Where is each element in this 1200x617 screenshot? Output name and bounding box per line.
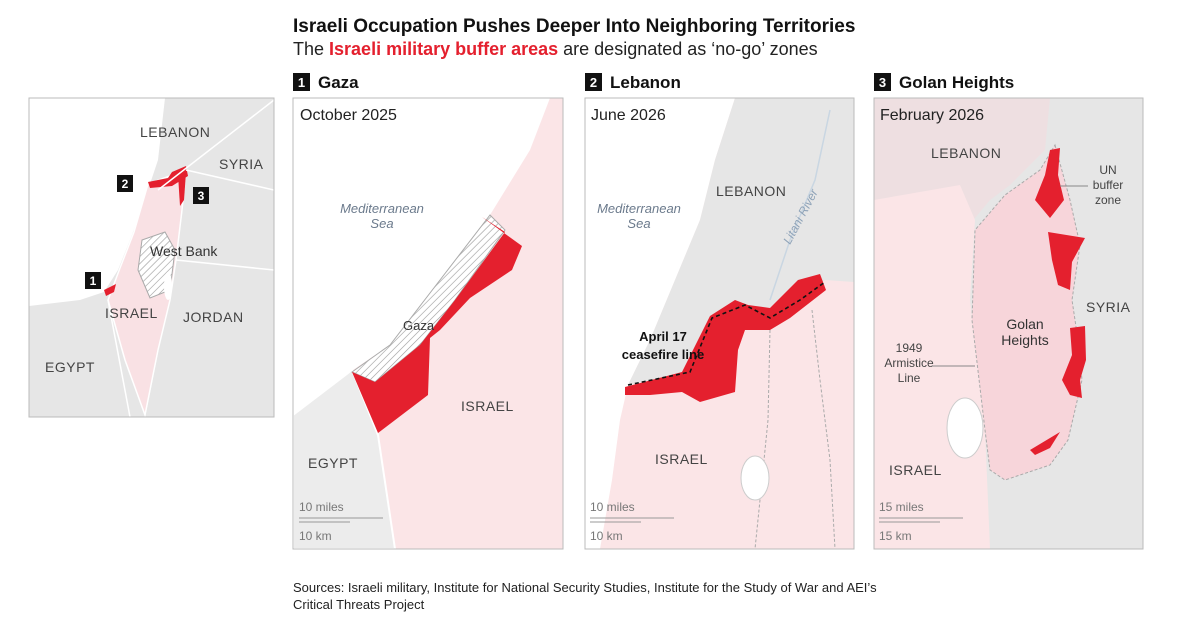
badge-number: 3 — [879, 75, 886, 90]
frame — [28, 97, 275, 418]
label: SYRIA — [1086, 299, 1131, 315]
badge — [193, 187, 209, 204]
buffer-zone — [1035, 148, 1064, 218]
sources: Critical Threats Project — [293, 597, 425, 612]
label: ISRAEL — [655, 451, 708, 467]
date: February 2026 — [880, 107, 984, 124]
date: October 2025 — [300, 107, 397, 124]
badge-number: 1 — [298, 75, 305, 90]
label: UN — [1099, 163, 1116, 177]
label: Mediterranean — [340, 201, 424, 216]
sea-of-galilee — [946, 397, 984, 459]
dead-sea — [164, 272, 172, 300]
sea — [585, 98, 735, 549]
label: ISRAEL — [461, 398, 514, 414]
label: Sea — [370, 216, 393, 231]
sea-of-galilee — [740, 455, 770, 501]
label: West Bank — [150, 243, 218, 259]
panel-title: Lebanon — [610, 73, 681, 92]
label: ceasefire line — [622, 347, 704, 362]
gaza-map — [293, 98, 563, 549]
frame — [584, 97, 855, 550]
title: Israeli Occupation Pushes Deeper Into Ne… — [293, 16, 855, 37]
label: LEBANON — [140, 124, 210, 140]
river — [769, 109, 831, 301]
golan-heights — [971, 143, 1083, 481]
overview-map — [29, 98, 274, 417]
badge — [117, 175, 133, 192]
scale-label: 15 km — [879, 529, 912, 543]
lebanon-map — [585, 98, 854, 549]
sea — [293, 98, 550, 415]
label: SYRIA — [219, 156, 264, 172]
badge-number: 2 — [590, 75, 597, 90]
egypt — [293, 368, 397, 549]
label: EGYPT — [308, 455, 358, 471]
label: Armistice — [884, 356, 934, 370]
label: Golan — [1006, 316, 1043, 332]
buffer-zone — [1048, 232, 1085, 290]
label: Sea — [627, 216, 650, 231]
badge — [293, 73, 310, 91]
label: Mediterranean — [597, 201, 681, 216]
badge — [874, 73, 891, 91]
label: zone — [1095, 193, 1121, 207]
label: LEBANON — [931, 145, 1001, 161]
ceasefire-line — [627, 281, 826, 386]
buffer-zone — [1062, 326, 1086, 398]
scale-label: 10 miles — [299, 500, 344, 514]
label: LEBANON — [716, 183, 786, 199]
golan-map — [874, 98, 1143, 549]
badge — [85, 272, 101, 289]
buffer-zone — [1030, 432, 1060, 455]
label: ISRAEL — [889, 462, 942, 478]
panel-title: Golan Heights — [899, 73, 1014, 92]
badge-number: 3 — [198, 189, 205, 203]
label: 1949 — [896, 341, 923, 355]
scale-label: 10 miles — [590, 500, 635, 514]
subtitle-text: are designated as ‘no-go’ zones — [558, 39, 818, 59]
label: EGYPT — [45, 359, 95, 375]
buffer-zone — [352, 217, 522, 433]
date: June 2026 — [591, 107, 666, 124]
buffer-zone — [625, 274, 826, 402]
badge — [585, 73, 602, 91]
frame — [873, 97, 1144, 550]
sources: Sources: Israeli military, Institute for… — [293, 580, 877, 595]
scale-label: 10 km — [590, 529, 623, 543]
label: ISRAEL — [105, 305, 158, 321]
panel-title: Gaza — [318, 73, 359, 92]
subtitle-text: The — [293, 39, 329, 59]
border — [754, 309, 836, 549]
badge-number: 2 — [122, 177, 129, 191]
label: JORDAN — [183, 309, 244, 325]
frame — [292, 97, 564, 550]
border — [107, 99, 274, 417]
buffer-zone — [178, 173, 186, 206]
sea — [29, 98, 165, 306]
lebanon — [628, 98, 854, 385]
scale-label: 10 km — [299, 529, 332, 543]
label: April 17 — [639, 329, 687, 344]
label: Heights — [1001, 332, 1048, 348]
israel — [107, 168, 187, 417]
label: Gaza — [403, 318, 435, 333]
scale-label: 15 miles — [879, 500, 924, 514]
buffer-zone — [148, 166, 188, 188]
label: Line — [898, 371, 921, 385]
badge-number: 1 — [90, 274, 97, 288]
label: buffer — [1093, 178, 1123, 192]
israel — [874, 185, 990, 549]
subtitle-highlight: Israeli military buffer areas — [329, 39, 558, 59]
buffer-zone — [104, 284, 116, 296]
subtitle: The Israeli military buffer areas are de… — [293, 39, 818, 59]
